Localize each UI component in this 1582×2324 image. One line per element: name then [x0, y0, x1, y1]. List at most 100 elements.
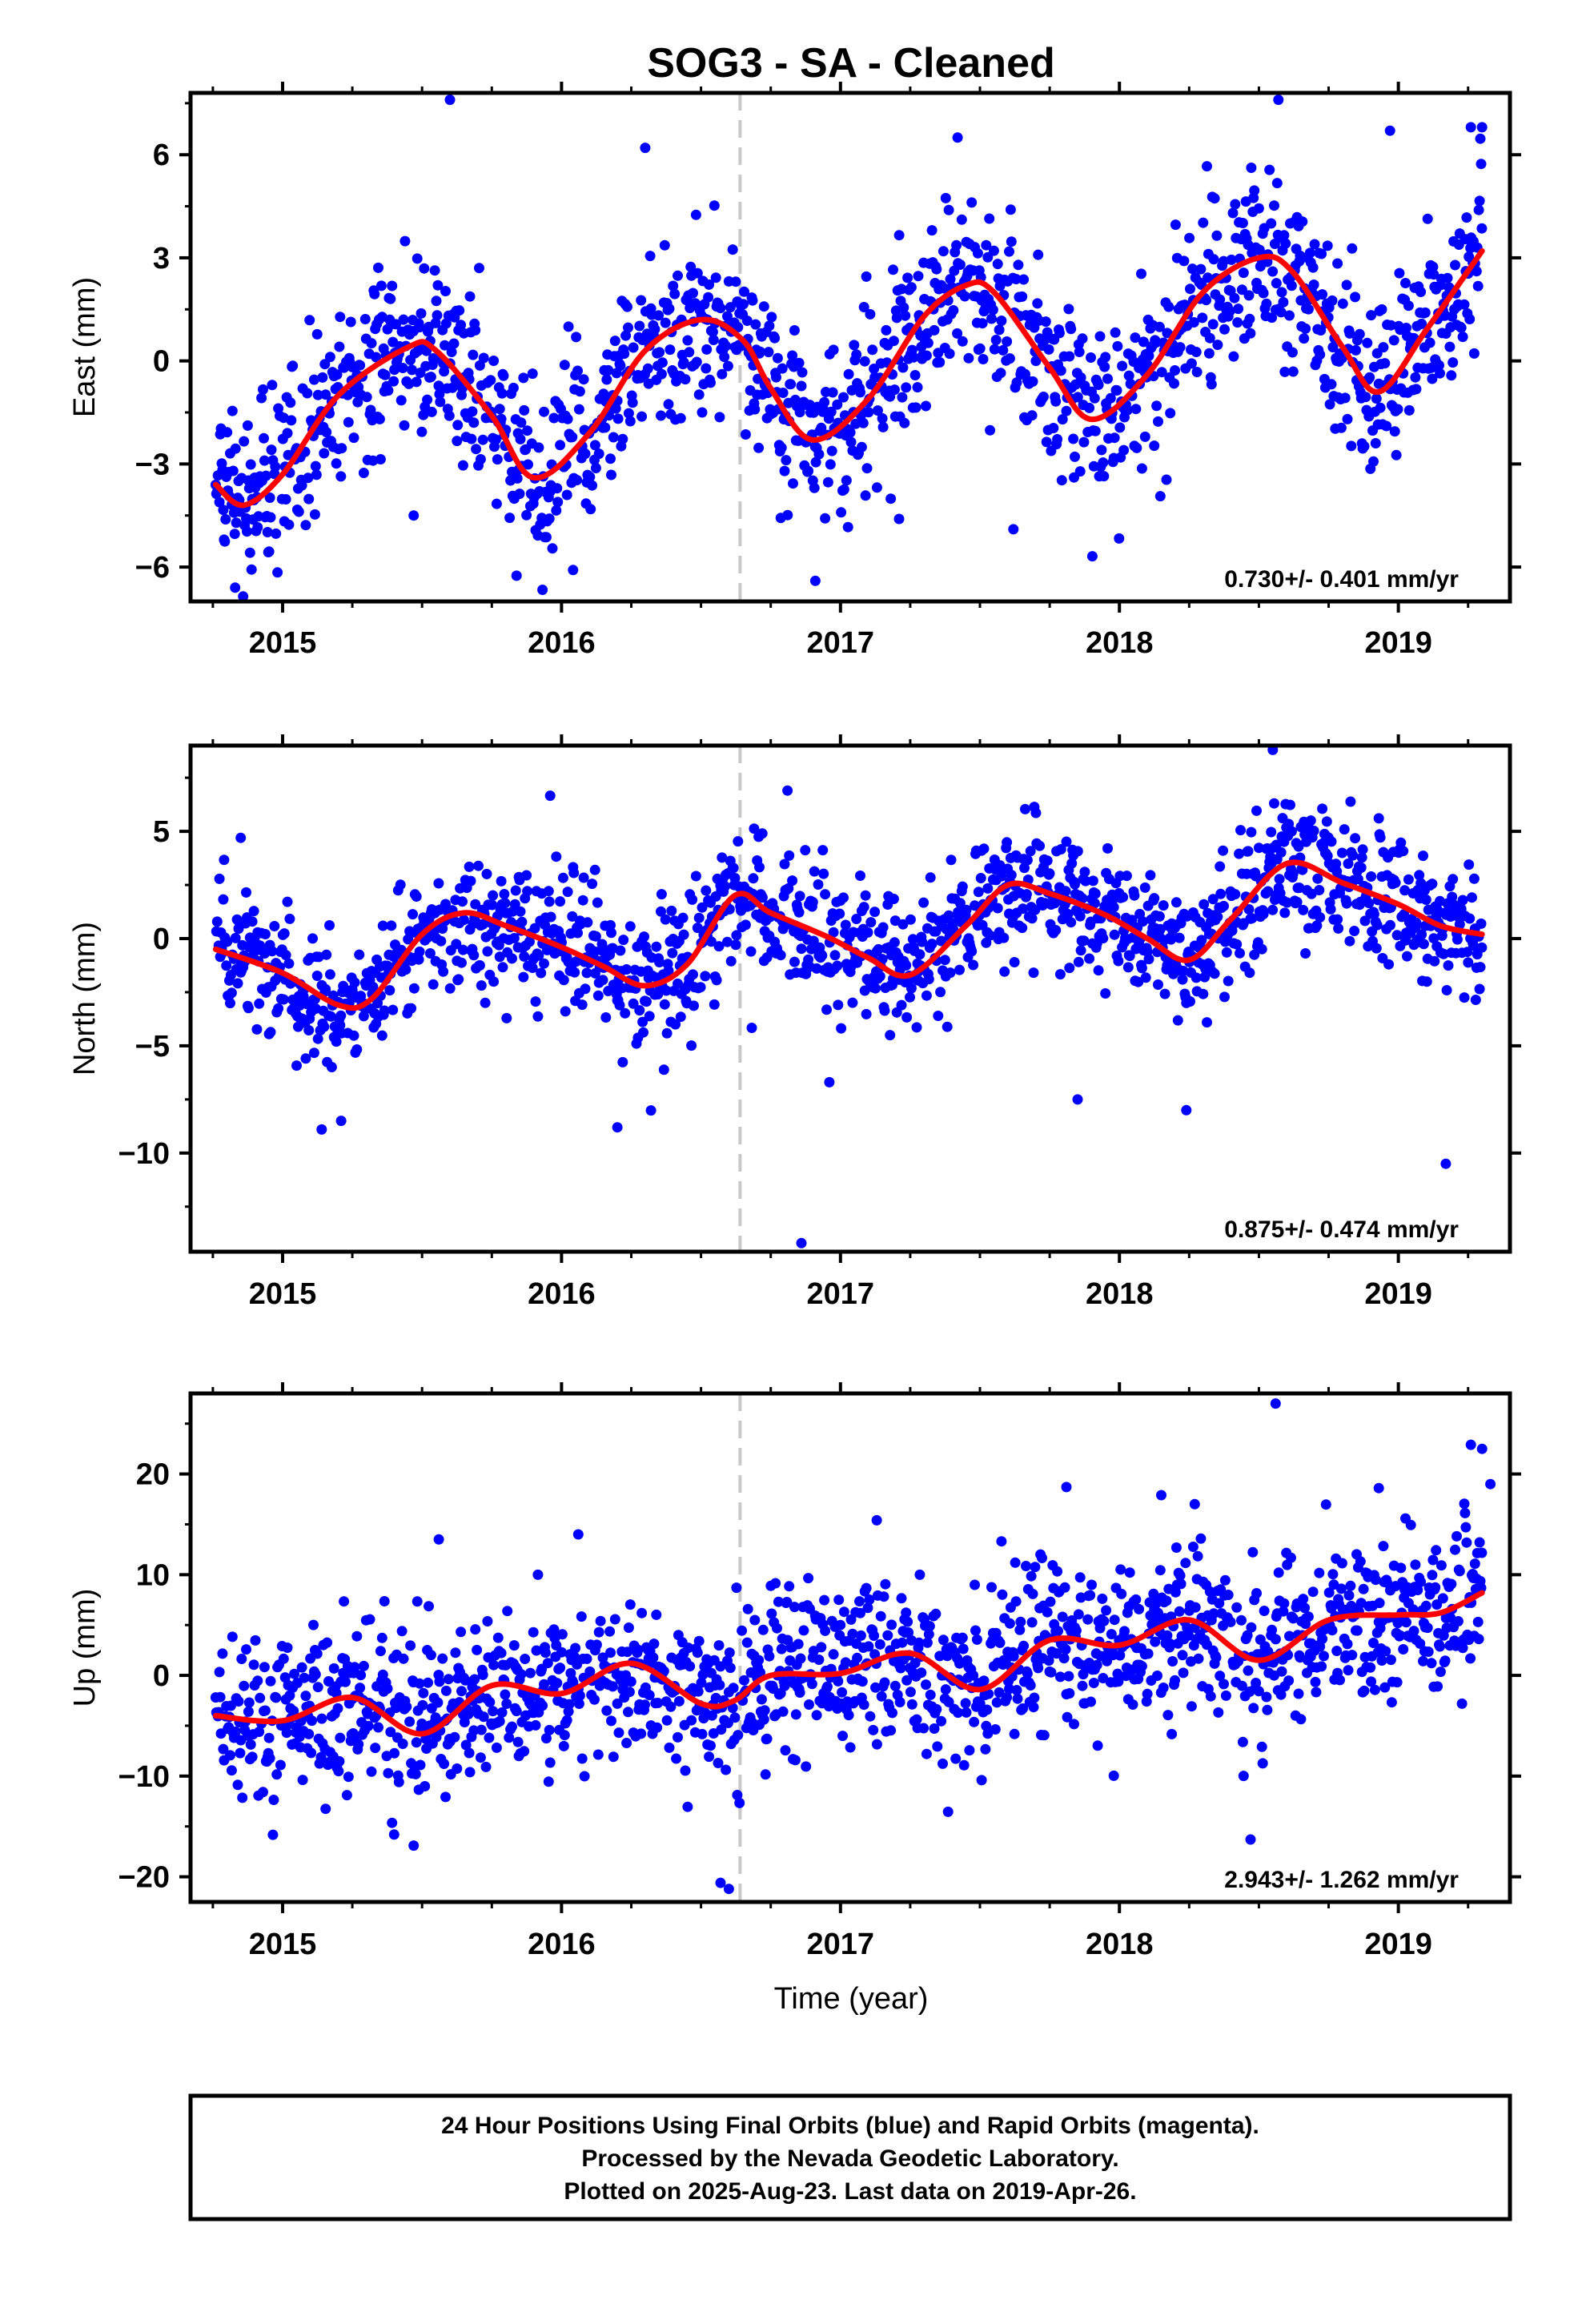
up-point: [652, 1722, 663, 1733]
east-point: [400, 235, 411, 247]
up-point: [1355, 1556, 1366, 1567]
north-point: [858, 902, 869, 913]
up-point: [685, 1661, 696, 1672]
east-point: [1400, 278, 1411, 288]
east-point: [355, 360, 366, 371]
east-point: [345, 316, 356, 328]
north-point: [335, 1019, 346, 1031]
north-point: [386, 920, 397, 931]
up-point: [404, 1716, 416, 1727]
up-point: [958, 1643, 969, 1655]
east-point: [881, 324, 892, 336]
north-point: [1140, 972, 1151, 983]
north-point: [1420, 895, 1431, 905]
east-point: [738, 299, 749, 310]
up-point: [1343, 1590, 1355, 1601]
up-point: [1328, 1579, 1339, 1590]
north-xtick-label: 2018: [1086, 1277, 1154, 1311]
east-point: [1114, 422, 1126, 433]
east-point: [763, 347, 774, 358]
north-point: [530, 996, 541, 1007]
up-point: [1174, 1570, 1186, 1581]
up-point: [232, 1779, 243, 1791]
up-point: [1461, 1537, 1472, 1548]
up-point: [328, 1663, 339, 1674]
east-point: [826, 445, 837, 456]
up-point: [819, 1594, 830, 1606]
north-point: [821, 1004, 832, 1015]
up-point: [648, 1652, 659, 1663]
east-point: [1415, 287, 1427, 297]
east-ytick-label: 6: [153, 139, 170, 172]
east-point: [1245, 328, 1256, 339]
east-point: [1191, 367, 1203, 377]
north-point: [587, 879, 598, 890]
east-point: [785, 379, 797, 390]
north-point: [408, 983, 420, 994]
east-point: [1154, 491, 1166, 502]
up-point: [540, 1733, 552, 1744]
up-point: [463, 1709, 474, 1719]
north-point: [1341, 898, 1352, 909]
up-point: [833, 1675, 844, 1687]
up-point: [593, 1626, 604, 1638]
north-point: [1366, 871, 1377, 882]
north-point: [775, 950, 786, 961]
up-point: [1142, 1648, 1154, 1659]
north-point: [1247, 913, 1258, 924]
north-ytick-label: 0: [153, 923, 170, 956]
east-point: [877, 421, 889, 432]
north-point: [1030, 807, 1042, 818]
north-point: [1231, 939, 1243, 950]
east-point: [419, 263, 430, 274]
north-point: [939, 955, 950, 966]
up-point: [957, 1632, 968, 1643]
up-point: [271, 1769, 283, 1780]
north-point: [1359, 915, 1371, 927]
east-point: [1130, 404, 1142, 415]
east-point: [585, 504, 596, 515]
up-point: [723, 1884, 734, 1895]
east-point: [1472, 280, 1484, 292]
up-point: [1366, 1676, 1377, 1687]
up-point: [496, 1647, 507, 1659]
east-point: [1179, 300, 1191, 311]
north-point: [1267, 746, 1279, 755]
east-point: [335, 471, 347, 482]
east-point: [642, 363, 653, 374]
east-point: [287, 360, 299, 372]
east-point: [893, 230, 905, 241]
up-point: [731, 1582, 742, 1594]
east-point: [1388, 335, 1399, 346]
east-point: [411, 376, 422, 388]
east-xtick-label: 2015: [249, 626, 317, 660]
up-point: [544, 1724, 555, 1735]
east-point: [1376, 304, 1387, 315]
up-point: [1088, 1678, 1099, 1688]
north-xtick-label: 2016: [528, 1277, 596, 1311]
east-point: [478, 352, 489, 364]
up-point: [1236, 1614, 1247, 1626]
up-point: [334, 1755, 345, 1767]
north-point: [316, 1124, 327, 1135]
east-point: [788, 478, 798, 489]
east-point: [856, 441, 867, 452]
up-frame: [188, 1391, 1512, 1904]
north-point: [1343, 858, 1354, 869]
north-point: [1084, 953, 1095, 964]
up-point: [1060, 1644, 1071, 1655]
up-point: [383, 1767, 394, 1779]
up-point: [520, 1654, 531, 1664]
east-point: [1086, 352, 1096, 363]
east-point: [1165, 408, 1176, 419]
east-point: [218, 505, 229, 516]
north-point: [476, 980, 487, 991]
east-point: [636, 295, 647, 306]
north-point: [978, 843, 990, 854]
east-point: [1143, 350, 1154, 361]
up-point: [239, 1680, 250, 1691]
east-point: [470, 324, 481, 336]
east-point: [289, 609, 299, 619]
east-point: [440, 286, 451, 296]
up-point: [484, 1697, 496, 1707]
